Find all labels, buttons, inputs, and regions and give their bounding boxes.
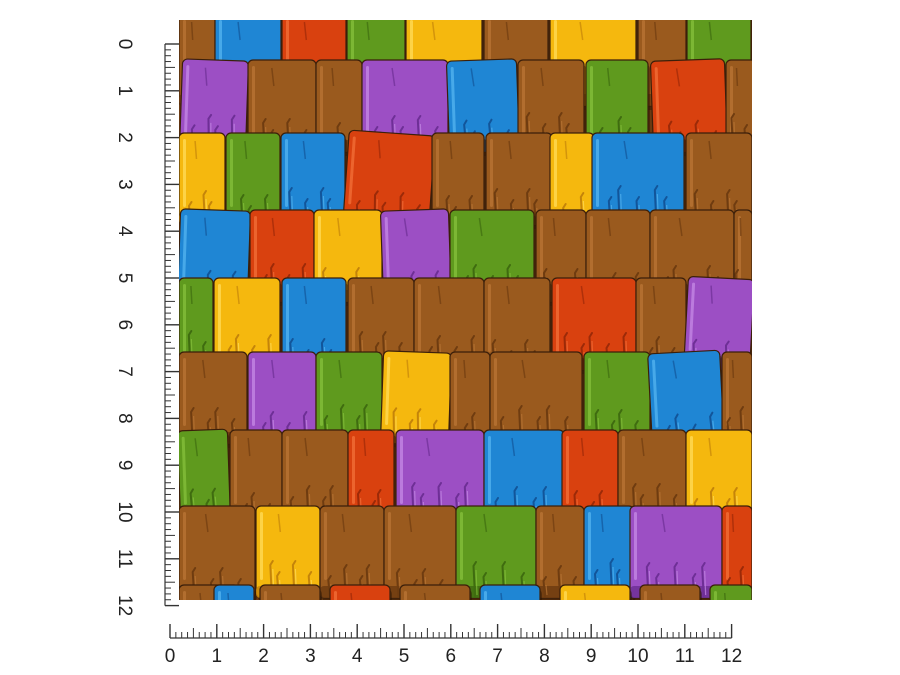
shingle-brown — [399, 584, 472, 600]
shingle-purple — [629, 505, 724, 600]
shingle-brown — [639, 584, 702, 600]
vertical-ruler-label: 10 — [114, 501, 135, 522]
horizontal-ruler-label: 5 — [399, 646, 410, 667]
vertical-ruler-label: 8 — [114, 413, 135, 424]
vertical-ruler-label: 7 — [114, 366, 135, 377]
horizontal-ruler-label: 0 — [165, 646, 176, 667]
horizontal-ruler-label: 9 — [586, 646, 597, 667]
shingle-brown — [259, 584, 322, 600]
shingle-brown — [281, 429, 350, 526]
vertical-ruler-label: 3 — [114, 179, 135, 190]
horizontal-ruler-label: 8 — [539, 646, 550, 667]
vertical-ruler-label: 12 — [114, 595, 135, 616]
horizontal-ruler: 0 1 2 3 4 5 6 7 8 9 10 11 12 — [165, 624, 742, 667]
vertical-ruler-label: 9 — [114, 460, 135, 471]
horizontal-ruler-label: 12 — [721, 646, 742, 667]
vertical-ruler-label: 4 — [114, 226, 135, 237]
shingle-red — [551, 277, 638, 374]
shingle-blue — [591, 132, 686, 229]
horizontal-ruler-label: 6 — [446, 646, 457, 667]
horizontal-ruler-label: 1 — [212, 646, 223, 667]
horizontal-ruler-label: 3 — [305, 646, 316, 667]
shingle-pattern-swatch — [179, 20, 752, 600]
shingle-purple — [247, 351, 318, 448]
horizontal-ruler-label: 7 — [492, 646, 503, 667]
vertical-ruler-label: 0 — [114, 39, 135, 50]
shingle-blue — [213, 584, 256, 600]
shingle-yellow — [255, 505, 322, 600]
shingle-green — [179, 277, 215, 374]
shingle-green — [709, 584, 752, 600]
shingle-yellow — [379, 350, 454, 450]
horizontal-ruler-label: 2 — [258, 646, 269, 667]
shingle-brown — [383, 505, 458, 600]
vertical-ruler-label: 5 — [114, 273, 135, 284]
horizontal-ruler-label: 10 — [627, 646, 648, 667]
horizontal-ruler-label: 11 — [675, 646, 695, 667]
vertical-ruler-label: 1 — [114, 86, 135, 97]
vertical-ruler-label: 2 — [114, 132, 135, 143]
shingle-red — [329, 584, 392, 600]
shingle-blue — [479, 584, 542, 600]
shingle-brown — [483, 277, 552, 374]
vertical-ruler-label: 11 — [114, 549, 135, 569]
horizontal-ruler-label: 4 — [352, 646, 363, 667]
shingle-yellow — [559, 584, 632, 600]
vertical-ruler-label: 6 — [114, 320, 135, 331]
